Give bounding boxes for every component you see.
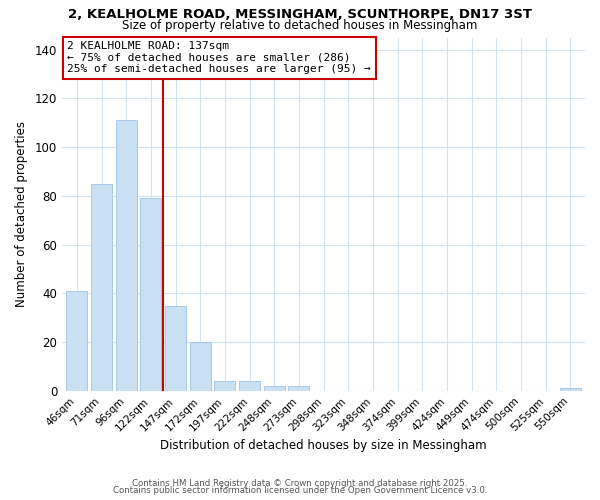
Text: 2 KEALHOLME ROAD: 137sqm
← 75% of detached houses are smaller (286)
25% of semi-: 2 KEALHOLME ROAD: 137sqm ← 75% of detach… bbox=[67, 41, 371, 74]
Text: 2, KEALHOLME ROAD, MESSINGHAM, SCUNTHORPE, DN17 3ST: 2, KEALHOLME ROAD, MESSINGHAM, SCUNTHORP… bbox=[68, 8, 532, 20]
Text: Contains HM Land Registry data © Crown copyright and database right 2025.: Contains HM Land Registry data © Crown c… bbox=[132, 478, 468, 488]
Bar bbox=[165, 306, 186, 391]
Y-axis label: Number of detached properties: Number of detached properties bbox=[15, 121, 28, 307]
Bar bbox=[289, 386, 310, 391]
Bar bbox=[91, 184, 112, 391]
Bar bbox=[67, 291, 88, 391]
Bar bbox=[214, 381, 235, 391]
Bar bbox=[560, 388, 581, 391]
Bar bbox=[264, 386, 285, 391]
Text: Size of property relative to detached houses in Messingham: Size of property relative to detached ho… bbox=[122, 18, 478, 32]
Bar bbox=[239, 381, 260, 391]
X-axis label: Distribution of detached houses by size in Messingham: Distribution of detached houses by size … bbox=[160, 440, 487, 452]
Text: Contains public sector information licensed under the Open Government Licence v3: Contains public sector information licen… bbox=[113, 486, 487, 495]
Bar bbox=[140, 198, 161, 391]
Bar bbox=[116, 120, 137, 391]
Bar bbox=[190, 342, 211, 391]
